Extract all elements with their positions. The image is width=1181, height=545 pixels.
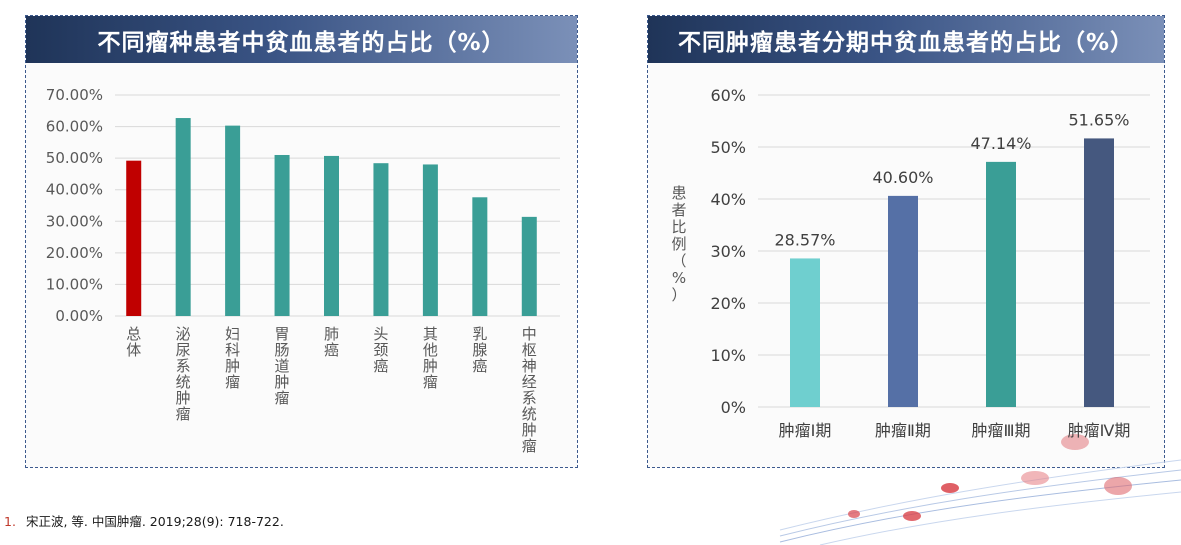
x-tick-label: 肿瘤Ⅳ期 [1068,421,1131,440]
data-label: 40.60% [872,168,933,187]
x-tick-label: 中枢神经系统肿瘤 [522,325,537,455]
bar [521,216,537,316]
x-tick-label: 肺癌 [324,325,339,359]
x-tick-label: 肿瘤Ⅱ期 [875,421,931,440]
y-tick-label: 0% [721,398,746,417]
data-label: 28.57% [774,230,835,249]
x-tick-label: 肿瘤Ⅲ期 [971,421,1030,440]
y-tick-label: 30% [710,242,746,261]
bar [373,163,389,316]
y-tick-label: 40.00% [46,181,103,199]
bar [225,125,241,316]
x-tick-label: 总体 [126,325,141,359]
footnote-text: 宋正波, 等. 中国肿瘤. 2019;28(9): 718-722. [25,514,284,529]
y-tick-label: 60% [710,86,746,105]
bar [175,118,191,316]
y-tick-label: 50% [710,138,746,157]
x-tick-label: 乳腺癌 [472,325,487,375]
x-tick-label: 其他肿瘤 [423,325,438,391]
bar [274,154,290,316]
y-tick-label: 40% [710,190,746,209]
bar [422,164,438,316]
y-tick-label: 70.00% [46,86,103,104]
bar [790,258,820,407]
reference-footnote: 1. 宋正波, 等. 中国肿瘤. 2019;28(9): 718-722. [4,511,284,530]
chart-title-tumor-stages: 不同肿瘤患者分期中贫血患者的占比（%） [648,16,1164,63]
data-label: 47.14% [970,134,1031,153]
y-tick-label: 60.00% [46,118,103,136]
data-label: 51.65% [1068,110,1129,129]
y-tick-label: 20% [710,294,746,313]
bar [126,160,142,316]
y-tick-label: 10% [710,346,746,365]
x-tick-label: 头颈癌 [373,325,388,375]
decorative-waves-graphic [779,434,1181,545]
y-tick-label: 20.00% [46,244,103,262]
y-tick-label: 30.00% [46,212,103,230]
y-tick-label: 10.00% [46,275,103,293]
y-tick-label: 50.00% [46,149,103,167]
x-tick-label: 妇科肿瘤 [225,325,240,391]
chart-title-tumor-types: 不同瘤种患者中贫血患者的占比（%） [26,16,577,63]
bar [888,195,918,407]
x-tick-label: 肿瘤Ⅰ期 [779,421,832,440]
bar [472,197,488,316]
footnote-number: 1. [4,514,16,529]
x-tick-label: 泌尿系统肿瘤 [176,325,191,423]
bar [1084,138,1114,408]
x-tick-label: 胃肠道肿瘤 [275,325,290,407]
y-axis-label: 患者比例（%） [671,184,686,304]
bar [986,161,1016,407]
bar [324,155,339,316]
y-tick-label: 0.00% [55,307,103,325]
